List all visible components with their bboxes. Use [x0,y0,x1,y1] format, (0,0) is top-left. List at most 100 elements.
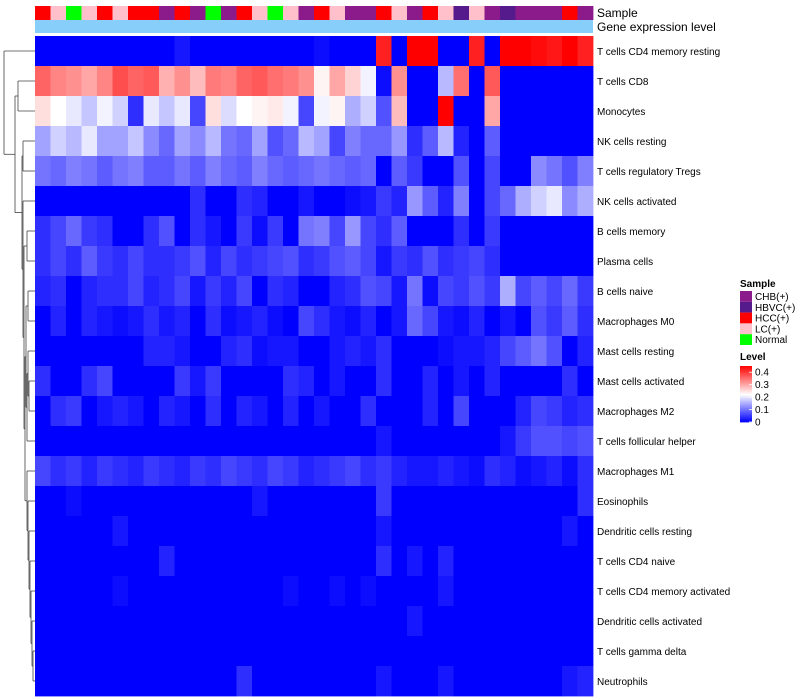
heatmap-cell [174,36,191,67]
row-label: Eosinophils [597,497,648,508]
heatmap-cell [66,636,82,667]
row-label: Macrophages M2 [597,407,675,418]
heatmap-cell [190,66,206,97]
row-label: B cells naive [597,287,654,298]
heatmap-cell [546,96,563,127]
heatmap-cell [267,486,284,517]
heatmap-cell [143,276,160,307]
heatmap-cell [35,546,51,577]
heatmap-cell [143,636,160,667]
heatmap-cell [345,456,361,487]
heatmap-cell [66,246,82,277]
heatmap-cell [66,486,82,517]
heatmap-cell [438,666,454,697]
heatmap-cell [252,546,268,577]
heatmap-cell [267,216,284,247]
heatmap-cell [128,516,144,547]
heatmap-cell [174,366,191,397]
heatmap-cell [112,366,129,397]
heatmap-cell [128,126,144,157]
heatmap-cell [376,426,392,457]
heatmap-cell [562,576,578,607]
row-label: B cells memory [597,227,665,238]
heatmap-cell [376,66,392,97]
heatmap-cell [50,306,67,337]
sample-annotation-cell [143,6,160,20]
heatmap-cell [221,36,237,67]
heatmap-cell [221,126,237,157]
heatmap-cell [267,426,284,457]
heatmap-cell [81,216,98,247]
heatmap-cell [329,576,346,607]
heatmap-cell [174,516,191,547]
heatmap-cell [112,276,129,307]
heatmap-cell [453,66,470,97]
heatmap-cell [112,456,129,487]
heatmap-cell [329,666,346,697]
heatmap-cell [205,516,222,547]
heatmap-cell [221,636,237,667]
heatmap-cell [345,156,361,187]
heatmap-cell [391,246,408,277]
heatmap-cell [205,216,222,247]
heatmap-cell [500,426,516,457]
heatmap-cell [298,216,315,247]
heatmap-cell [314,396,330,427]
heatmap-cell [376,276,392,307]
legend-level-ticks: 0.40.3 0.20.1 0 [749,368,769,429]
sample-annotation-cell [500,6,516,20]
sample-annotation-cell [298,6,315,20]
heatmap-cell [345,186,361,217]
heatmap-cell [453,366,470,397]
heatmap-cell [252,186,268,217]
heatmap-cell [314,636,330,667]
heatmap-cell [252,606,268,637]
legend-label: CHB(+) [755,292,789,303]
heatmap-cell [50,486,67,517]
heatmap-cell [484,276,501,307]
heatmap-cell [190,126,206,157]
heatmap-cell [221,66,237,97]
heatmap-cell [422,66,439,97]
legend-colorbar-segment [740,374,752,377]
legend-tick-label: 0.1 [755,405,769,416]
heatmap-cell [376,36,392,67]
heatmap-cell [360,246,377,277]
legend-label: LC(+) [755,324,780,335]
sample-annotation-cell [128,6,144,20]
heatmap-cell [252,576,268,607]
heatmap-cell [128,66,144,97]
heatmap-cell [577,186,594,217]
heatmap-cell [221,516,237,547]
heatmap-cell [205,606,222,637]
heatmap-cell [577,366,594,397]
heatmap-cell [252,636,268,667]
heatmap-cell [546,336,563,367]
row-label: T cells CD4 memory resting [597,47,720,58]
heatmap-cell [546,186,563,217]
heatmap-cell [531,36,547,67]
heatmap-cell [159,306,175,337]
legend-swatch [740,301,752,313]
heatmap-cell [97,426,113,457]
heatmap-cell [314,366,330,397]
heatmap-cell [453,96,470,127]
heatmap-cell [159,396,175,427]
heatmap-cell [469,66,485,97]
heatmap-cell [252,336,268,367]
heatmap-cell [360,516,377,547]
heatmap-cell [562,66,578,97]
heatmap-cell [360,606,377,637]
heatmap-cell [112,306,129,337]
heatmap-cell [360,156,377,187]
heatmap-cell [422,456,439,487]
heatmap-cell [500,336,516,367]
heatmap-cell [236,36,253,67]
heatmap-cell [345,486,361,517]
heatmap-cell [562,666,578,697]
heatmap-cell [314,156,330,187]
heatmap-cell [81,126,98,157]
heatmap-cell [577,216,594,247]
heatmap-cell [128,396,144,427]
heatmap-cell [205,156,222,187]
